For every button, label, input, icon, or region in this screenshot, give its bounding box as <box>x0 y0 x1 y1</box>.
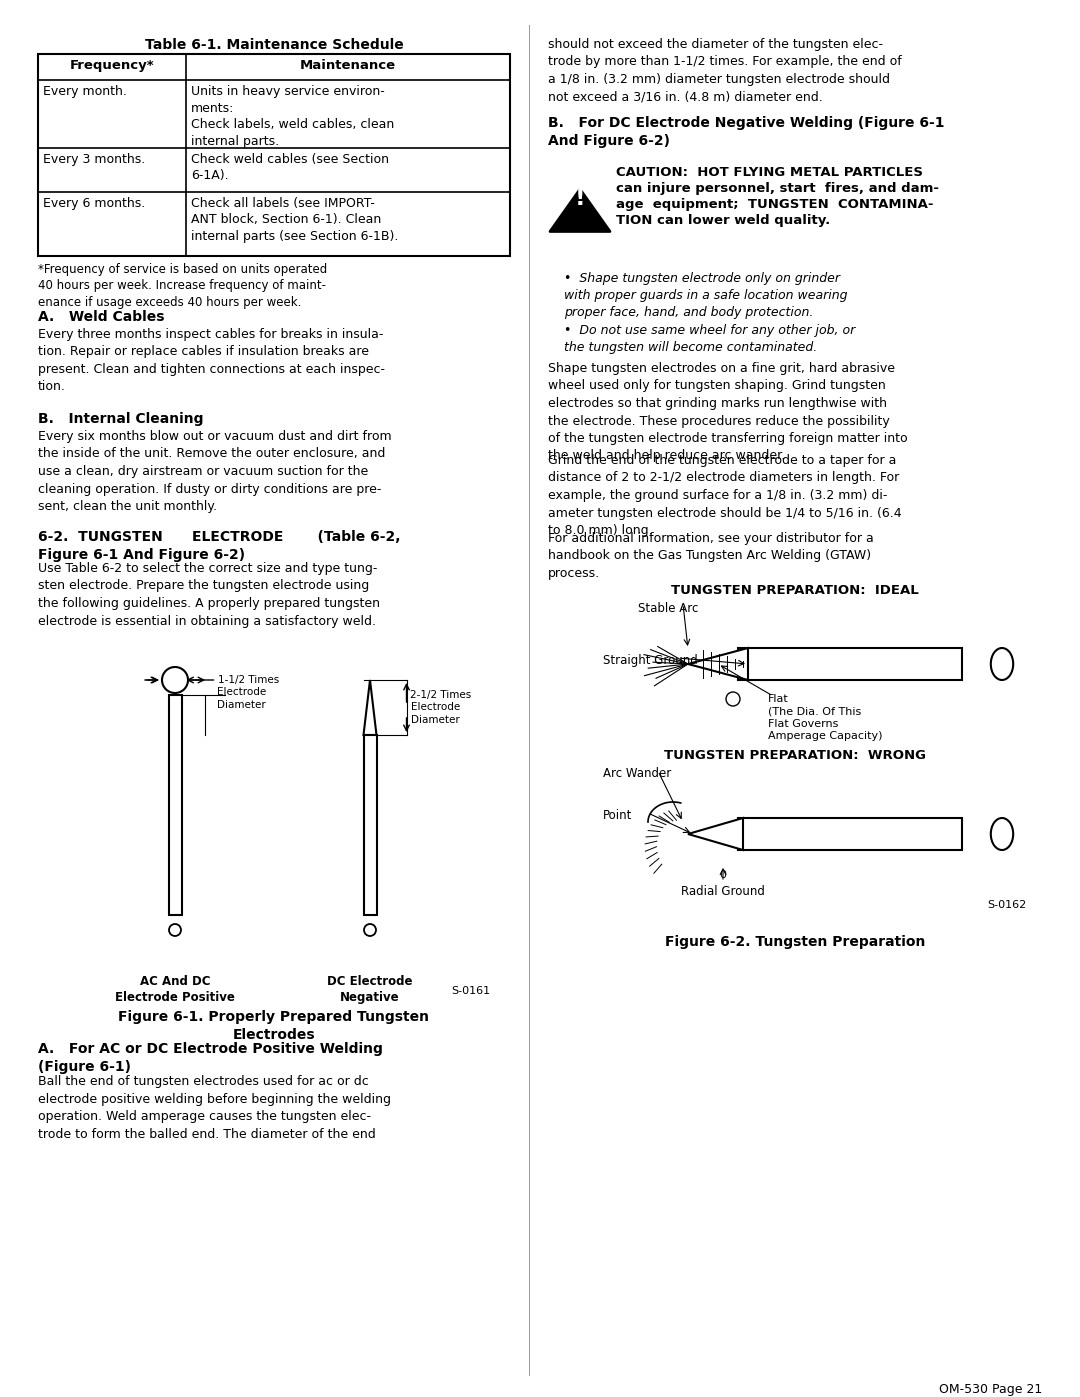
Polygon shape <box>688 819 743 849</box>
Text: Grind the end of the tungsten electrode to a taper for a
distance of 2 to 2-1/2 : Grind the end of the tungsten electrode … <box>548 454 902 536</box>
Text: 6-2.  TUNGSTEN      ELECTRODE       (Table 6-2,
Figure 6-1 And Figure 6-2): 6-2. TUNGSTEN ELECTRODE (Table 6-2, Figu… <box>38 529 401 563</box>
Text: Figure 6-2. Tungsten Preparation: Figure 6-2. Tungsten Preparation <box>665 935 926 949</box>
Text: 1-1/2 Times
Electrode
Diameter: 1-1/2 Times Electrode Diameter <box>217 675 279 710</box>
Text: Straight Ground: Straight Ground <box>603 654 698 666</box>
Text: TUNGSTEN PREPARATION:  WRONG: TUNGSTEN PREPARATION: WRONG <box>664 749 926 761</box>
Text: 2-1/2 Times
Electrode
Diameter: 2-1/2 Times Electrode Diameter <box>410 690 472 725</box>
Text: Check weld cables (see Section
6-1A).: Check weld cables (see Section 6-1A). <box>191 154 389 183</box>
Text: should not exceed the diameter of the tungsten elec-
trode by more than 1-1/2 ti: should not exceed the diameter of the tu… <box>548 38 902 103</box>
Bar <box>364 735 377 915</box>
Text: B.   For DC Electrode Negative Welding (Figure 6-1
And Figure 6-2): B. For DC Electrode Negative Welding (Fi… <box>548 116 945 148</box>
Text: CAUTION:  HOT FLYING METAL PARTICLES
can injure personnel, start  fires, and dam: CAUTION: HOT FLYING METAL PARTICLES can … <box>616 166 939 226</box>
Ellipse shape <box>168 923 181 936</box>
Ellipse shape <box>990 819 1013 849</box>
Bar <box>168 694 181 915</box>
Text: DC Electrode
Negative: DC Electrode Negative <box>327 975 413 1004</box>
Text: Table 6-1. Maintenance Schedule: Table 6-1. Maintenance Schedule <box>145 38 403 52</box>
Bar <box>738 819 962 849</box>
Polygon shape <box>688 648 748 680</box>
Text: B.   Internal Cleaning: B. Internal Cleaning <box>38 412 203 426</box>
Text: OM-530 Page 21: OM-530 Page 21 <box>939 1383 1042 1396</box>
Text: Radial Ground: Radial Ground <box>681 886 765 898</box>
Text: AC And DC
Electrode Positive: AC And DC Electrode Positive <box>116 975 235 1004</box>
Text: A.   For AC or DC Electrode Positive Welding
(Figure 6-1): A. For AC or DC Electrode Positive Weldi… <box>38 1042 383 1074</box>
Text: Point: Point <box>603 809 633 821</box>
Text: !: ! <box>575 186 585 210</box>
Text: Every 3 months.: Every 3 months. <box>43 154 145 166</box>
Text: Every three months inspect cables for breaks in insula-
tion. Repair or replace : Every three months inspect cables for br… <box>38 328 384 394</box>
Text: •  Do not use same wheel for any other job, or
the tungsten will become contamin: • Do not use same wheel for any other jo… <box>564 324 855 353</box>
Text: Every six months blow out or vacuum dust and dirt from
the inside of the unit. R: Every six months blow out or vacuum dust… <box>38 430 392 513</box>
Polygon shape <box>550 189 610 232</box>
Text: Every 6 months.: Every 6 months. <box>43 197 145 210</box>
Ellipse shape <box>364 923 376 936</box>
Text: Units in heavy service environ-
ments:
Check labels, weld cables, clean
internal: Units in heavy service environ- ments: C… <box>191 85 394 148</box>
Text: Figure 6-1. Properly Prepared Tungsten
Electrodes: Figure 6-1. Properly Prepared Tungsten E… <box>119 1010 430 1042</box>
Ellipse shape <box>990 648 1013 680</box>
Polygon shape <box>364 680 377 735</box>
Text: A.   Weld Cables: A. Weld Cables <box>38 310 164 324</box>
Text: Every month.: Every month. <box>43 85 126 98</box>
Bar <box>738 648 962 680</box>
Ellipse shape <box>162 666 188 693</box>
Text: Arc Wander: Arc Wander <box>603 767 672 780</box>
Text: Frequency*: Frequency* <box>70 59 154 73</box>
Text: Ball the end of tungsten electrodes used for ac or dc
electrode positive welding: Ball the end of tungsten electrodes used… <box>38 1076 391 1140</box>
Text: Stable Arc: Stable Arc <box>638 602 699 615</box>
Text: S-0162: S-0162 <box>988 900 1027 909</box>
Text: Flat
(The Dia. Of This
Flat Governs
Amperage Capacity): Flat (The Dia. Of This Flat Governs Ampe… <box>768 694 882 742</box>
Text: For additional information, see your distributor for a
handbook on the Gas Tungs: For additional information, see your dis… <box>548 532 874 580</box>
Text: S-0161: S-0161 <box>450 986 490 996</box>
Text: Use Table 6-2 to select the correct size and type tung-
sten electrode. Prepare : Use Table 6-2 to select the correct size… <box>38 562 380 627</box>
Text: 0: 0 <box>719 870 727 880</box>
Text: •  Shape tungsten electrode only on grinder
with proper guards in a safe locatio: • Shape tungsten electrode only on grind… <box>564 272 848 319</box>
Text: Maintenance: Maintenance <box>300 59 396 73</box>
Text: TUNGSTEN PREPARATION:  IDEAL: TUNGSTEN PREPARATION: IDEAL <box>671 584 919 597</box>
Text: *Frequency of service is based on units operated
40 hours per week. Increase fre: *Frequency of service is based on units … <box>38 263 327 309</box>
Text: Shape tungsten electrodes on a fine grit, hard abrasive
wheel used only for tung: Shape tungsten electrodes on a fine grit… <box>548 362 907 462</box>
Bar <box>38 54 510 256</box>
Text: Check all labels (see IMPORT-
ANT block, Section 6-1). Clean
internal parts (see: Check all labels (see IMPORT- ANT block,… <box>191 197 399 243</box>
